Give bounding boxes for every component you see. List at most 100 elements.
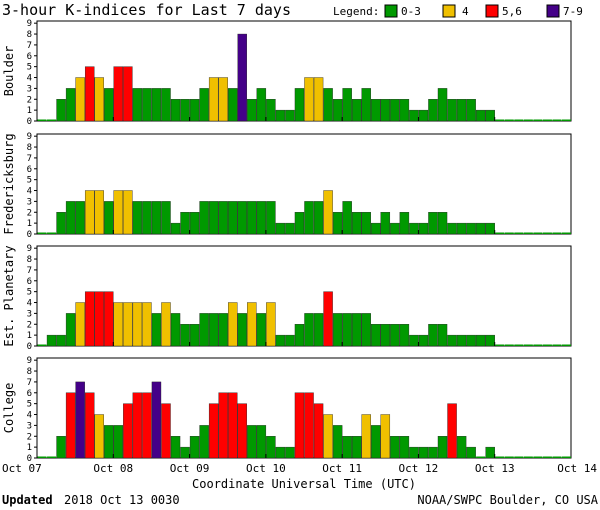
k-bar (218, 392, 228, 459)
updated-label: Updated (2, 493, 53, 507)
legend-label: Legend: (333, 5, 379, 18)
k-bar (371, 222, 381, 235)
source-credit: NOAA/SWPC Boulder, CO USA (417, 493, 598, 507)
y-tick-label: 4 (27, 411, 32, 421)
legend-item-label-7-9: 7-9 (563, 5, 583, 18)
k-bar (428, 99, 438, 122)
k-bar (552, 232, 562, 234)
k-bar (533, 456, 543, 458)
k-bar (47, 232, 57, 234)
y-tick-label: 1 (27, 331, 32, 341)
k-bar (504, 456, 514, 458)
y-tick-label: 7 (27, 266, 32, 276)
k-bar (113, 425, 124, 459)
y-tick-label: 3 (27, 84, 32, 94)
y-tick-label: 8 (27, 367, 32, 377)
y-tick-label: 7 (27, 154, 32, 164)
k-bar (104, 88, 114, 122)
k-bar (151, 201, 162, 235)
k-bar (304, 201, 314, 235)
k-bar (266, 99, 276, 122)
k-bar (208, 201, 219, 235)
k-bar (56, 436, 66, 459)
k-bar (304, 313, 314, 347)
k-bar (475, 222, 486, 235)
k-bar (380, 324, 391, 347)
k-bar (170, 436, 181, 459)
k-bar (275, 222, 286, 235)
k-bar (390, 222, 400, 235)
k-bar (437, 436, 448, 459)
k-bar (342, 436, 352, 459)
k-bar (552, 119, 562, 121)
panel-label: College (2, 383, 16, 434)
k-bar (466, 222, 476, 235)
k-bar (294, 324, 305, 347)
chart-title: 3-hour K-indices for Last 7 days (2, 1, 291, 19)
k-bar (56, 212, 66, 235)
k-bar (94, 414, 104, 459)
k-bar (332, 212, 343, 235)
y-tick-label: 2 (27, 95, 32, 105)
k-bar (514, 232, 524, 234)
k-bar (390, 436, 400, 459)
x-axis-label: Coordinate Universal Time (UTC) (192, 477, 416, 491)
k-bar (313, 313, 324, 347)
k-bar (485, 334, 495, 347)
k-bar (75, 302, 85, 347)
x-tick-label: Oct 13 (475, 462, 515, 475)
k-bar (495, 344, 505, 346)
k-bar (342, 313, 352, 347)
k-bar (237, 33, 247, 122)
k-bar (180, 99, 190, 122)
legend-item-label-4: 4 (462, 5, 469, 18)
legend: Legend: 0-3 4 5,6 7-9 (333, 4, 583, 18)
k-bar (304, 392, 314, 459)
k-bar (351, 436, 362, 459)
k-bar (313, 77, 324, 122)
k-bar (189, 99, 200, 122)
k-bar (485, 446, 495, 459)
k-bar (46, 334, 57, 347)
y-tick-label: 6 (27, 52, 32, 62)
k-bar (285, 109, 295, 122)
k-bar (409, 222, 419, 235)
k-bar (266, 201, 276, 235)
k-bar (361, 88, 371, 122)
y-tick-label: 5 (27, 63, 32, 73)
panel-label: Fredericksburg (2, 133, 16, 234)
k-bar (294, 392, 305, 459)
k-bar (247, 425, 257, 459)
k-bar (189, 436, 200, 459)
k-bar (56, 99, 66, 122)
k-bar (180, 446, 190, 459)
k-bar (266, 302, 276, 347)
k-bar (294, 212, 305, 235)
y-tick-label: 0 (27, 117, 32, 127)
k-bar (542, 456, 552, 458)
k-bar (285, 446, 295, 459)
k-bar (170, 222, 181, 235)
k-bar (495, 119, 505, 121)
k-bar (113, 302, 124, 347)
k-bar (161, 201, 171, 235)
y-tick-label: 1 (27, 219, 32, 229)
k-bar (75, 381, 85, 459)
k-bar (180, 212, 190, 235)
k-bar (161, 403, 171, 459)
k-bar (437, 212, 448, 235)
k-bar (256, 425, 267, 459)
k-bar (65, 313, 76, 347)
k-bar (495, 456, 505, 458)
k-bar (94, 190, 104, 235)
k-bar (228, 88, 238, 122)
k-bar (514, 119, 524, 121)
k-bar (428, 446, 438, 459)
y-tick-label: 5 (27, 176, 32, 186)
k-bar (409, 334, 419, 347)
k-bar (437, 324, 448, 347)
k-bar (485, 109, 495, 122)
legend-swatch-red (485, 4, 499, 18)
